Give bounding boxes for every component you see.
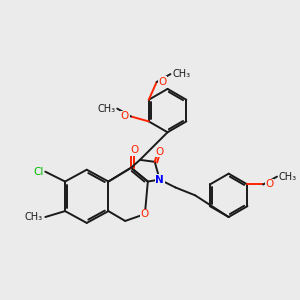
Text: CH₃: CH₃ — [279, 172, 297, 182]
Text: O: O — [121, 112, 129, 122]
Text: CH₃: CH₃ — [24, 212, 42, 222]
Text: O: O — [130, 145, 138, 155]
Text: O: O — [265, 179, 273, 190]
Text: CH₃: CH₃ — [97, 103, 115, 114]
Text: Cl: Cl — [33, 167, 44, 177]
Text: N: N — [155, 175, 164, 184]
Text: O: O — [141, 209, 149, 219]
Text: O: O — [155, 147, 164, 157]
Text: CH₃: CH₃ — [172, 69, 190, 79]
Text: O: O — [159, 77, 167, 87]
